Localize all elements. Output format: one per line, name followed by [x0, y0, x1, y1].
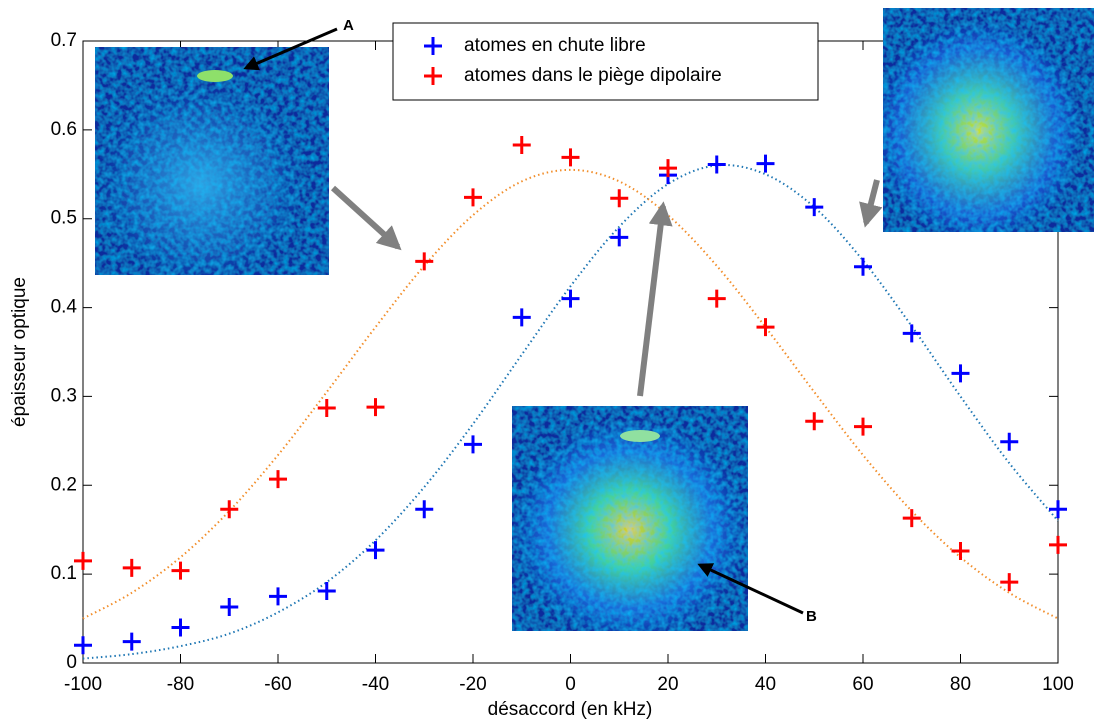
inset-image [512, 406, 748, 631]
legend [392, 22, 819, 101]
annotation: A [343, 17, 354, 34]
x-axis-label: désaccord (en kHz) [488, 699, 653, 720]
data-point [805, 412, 824, 431]
y-tick-label: 0.6 [51, 119, 77, 140]
legend-label: atomes en chute libre [464, 35, 646, 56]
x-tick-label: 0 [565, 674, 576, 695]
data-point [659, 159, 677, 178]
x-tick-label: 80 [950, 674, 971, 695]
data-point [366, 541, 385, 560]
x-tick-label: -100 [64, 674, 102, 695]
data-point [415, 252, 434, 271]
data-point [561, 148, 580, 167]
data-point [902, 509, 921, 528]
annotation: B [806, 608, 817, 625]
x-tick-label: -40 [362, 674, 389, 695]
y-tick-label: 0.1 [51, 563, 77, 584]
data-point [1049, 535, 1067, 554]
data-point [269, 470, 287, 489]
data-point [74, 551, 92, 570]
data-point [610, 189, 629, 208]
y-tick-label: 0.5 [51, 208, 77, 229]
inset-image [883, 8, 1094, 232]
data-point [1000, 432, 1019, 451]
data-point [756, 318, 775, 337]
arrow [243, 27, 338, 71]
legend-marker [424, 37, 442, 55]
data-point [707, 289, 726, 308]
fit-curve [82, 168, 1059, 620]
legend-label: atomes dans le piège dipolaire [464, 65, 722, 86]
data-point [415, 500, 434, 519]
data-point [1049, 500, 1067, 519]
data-point [854, 417, 872, 436]
data-point [122, 558, 141, 577]
y-tick-label: 0.7 [51, 30, 77, 51]
data-point [171, 618, 190, 637]
data-point [122, 632, 141, 651]
data-point [269, 587, 287, 606]
x-tick-label: 60 [852, 674, 873, 695]
inset-image [95, 47, 329, 275]
x-tick-label: -20 [459, 674, 486, 695]
arrow [697, 563, 804, 615]
data-point [317, 398, 336, 417]
data-point [464, 188, 482, 207]
arrow [330, 185, 402, 251]
data-point [366, 398, 385, 417]
data-point [951, 542, 970, 561]
data-point [707, 155, 726, 174]
data-point [805, 198, 824, 217]
y-tick-label: 0.4 [51, 297, 78, 318]
data-point [951, 364, 970, 383]
arrow [637, 201, 673, 397]
data-point [220, 598, 239, 617]
y-tick-label: 0.3 [51, 385, 77, 406]
data-point [512, 308, 531, 327]
data-point [464, 435, 482, 454]
data-point [756, 154, 775, 173]
data-point [171, 561, 190, 580]
data-point [512, 135, 531, 154]
data-point [610, 228, 629, 247]
data-point [220, 500, 239, 519]
data-point [902, 324, 921, 343]
x-tick-label: -60 [264, 674, 291, 695]
x-tick-label: 40 [755, 674, 776, 695]
data-point [854, 257, 872, 276]
y-tick-label: 0.2 [51, 474, 77, 495]
data-point [561, 289, 580, 308]
x-tick-label: -80 [167, 674, 194, 695]
x-tick-label: 20 [657, 674, 678, 695]
legend-marker [424, 67, 442, 85]
x-tick-label: 100 [1042, 674, 1074, 695]
arrow [859, 179, 883, 228]
y-axis-label: épaisseur optique [9, 277, 30, 427]
fit-curve [82, 164, 1059, 660]
y-tick-label: 0 [66, 652, 77, 673]
data-point [74, 636, 92, 655]
data-point [317, 582, 336, 601]
data-point [1000, 573, 1019, 592]
